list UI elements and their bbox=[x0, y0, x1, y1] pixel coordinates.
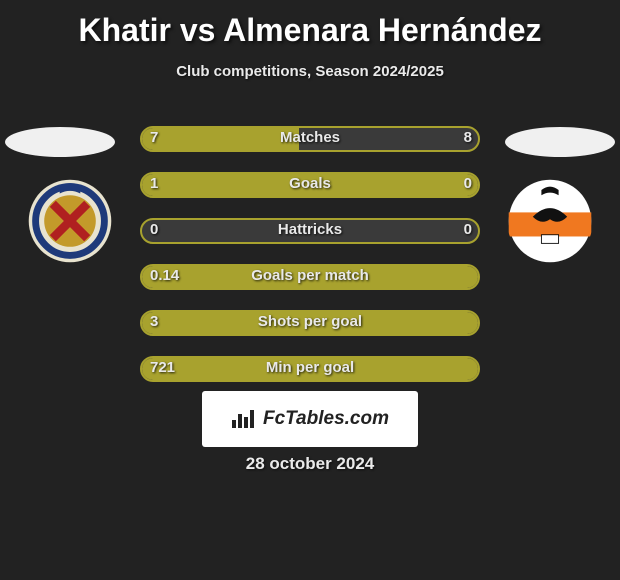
subtitle: Club competitions, Season 2024/2025 bbox=[0, 63, 620, 80]
stat-row: 3Shots per goal bbox=[0, 296, 620, 342]
stat-label: Goals bbox=[140, 175, 480, 192]
brand-text: FcTables.com bbox=[263, 408, 389, 430]
brand-box[interactable]: FcTables.com bbox=[202, 391, 418, 447]
brand-chart-icon bbox=[231, 408, 257, 430]
stat-label: Goals per match bbox=[140, 267, 480, 284]
stat-label: Min per goal bbox=[140, 359, 480, 376]
stat-row: 721Min per goal bbox=[0, 342, 620, 388]
stat-row: 78Matches bbox=[0, 112, 620, 158]
stat-row: 0.14Goals per match bbox=[0, 250, 620, 296]
stat-label: Hattricks bbox=[140, 221, 480, 238]
stat-row: 10Goals bbox=[0, 158, 620, 204]
date-label: 28 october 2024 bbox=[0, 454, 620, 474]
stat-row: 00Hattricks bbox=[0, 204, 620, 250]
comparison-grid: 78Matches10Goals00Hattricks0.14Goals per… bbox=[0, 112, 620, 388]
stat-label: Shots per goal bbox=[140, 313, 480, 330]
stat-label: Matches bbox=[140, 129, 480, 146]
page-title: Khatir vs Almenara Hernández bbox=[0, 0, 620, 49]
